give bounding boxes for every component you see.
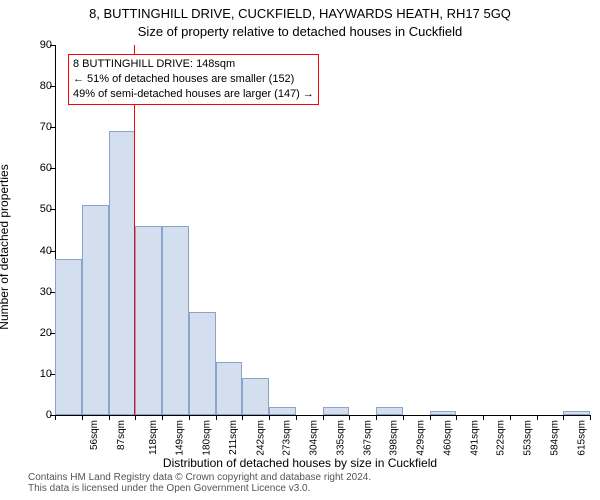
histogram-bar	[82, 205, 109, 415]
y-axis-label: Number of detached properties	[0, 164, 11, 329]
xtick-label: 584sqm	[549, 420, 560, 456]
xtick-label: 242sqm	[255, 420, 266, 456]
xtick-label: 367sqm	[362, 420, 373, 456]
histogram-bar	[376, 407, 403, 415]
histogram-bar	[162, 226, 189, 415]
xtick-mark	[189, 415, 190, 420]
xtick-mark	[430, 415, 431, 420]
ytick-mark	[50, 45, 55, 46]
xtick-label: 211sqm	[228, 420, 239, 455]
histogram-bar	[55, 259, 82, 415]
xtick-label: 429sqm	[416, 420, 427, 456]
xtick-label: 491sqm	[469, 420, 480, 456]
xtick-mark	[590, 415, 591, 420]
ytick-mark	[50, 168, 55, 169]
histogram-bar	[269, 407, 296, 415]
histogram-bar	[563, 411, 590, 415]
annotation-line: 8 BUTTINGHILL DRIVE: 148sqm	[73, 57, 314, 72]
ytick-label: 40	[22, 245, 52, 257]
xtick-mark	[563, 415, 564, 420]
xtick-label: 180sqm	[202, 420, 213, 456]
xtick-mark	[55, 415, 56, 420]
xtick-mark	[109, 415, 110, 420]
ytick-label: 60	[22, 162, 52, 174]
histogram-bar	[242, 378, 269, 415]
ytick-mark	[50, 251, 55, 252]
ytick-label: 10	[22, 368, 52, 380]
xtick-mark	[242, 415, 243, 420]
chart-container: 8, BUTTINGHILL DRIVE, CUCKFIELD, HAYWARD…	[0, 0, 600, 500]
xtick-mark	[269, 415, 270, 420]
xtick-mark	[537, 415, 538, 420]
histogram-bar	[430, 411, 457, 415]
xtick-mark	[82, 415, 83, 420]
xtick-label: 87sqm	[116, 420, 127, 450]
ytick-mark	[50, 86, 55, 87]
ytick-label: 20	[22, 327, 52, 339]
footer-line1: Contains HM Land Registry data © Crown c…	[28, 472, 371, 494]
xtick-label: 553sqm	[523, 420, 534, 456]
ytick-label: 80	[22, 80, 52, 92]
histogram-bar	[216, 362, 243, 415]
xtick-mark	[483, 415, 484, 420]
ytick-label: 50	[22, 203, 52, 215]
chart-title-line1: 8, BUTTINGHILL DRIVE, CUCKFIELD, HAYWARD…	[0, 6, 600, 21]
xtick-label: 615sqm	[576, 420, 587, 456]
annotation-line: ← 51% of detached houses are smaller (15…	[73, 72, 314, 87]
xtick-mark	[135, 415, 136, 420]
histogram-bar	[189, 312, 216, 415]
xtick-label: 460sqm	[442, 420, 453, 456]
ytick-label: 30	[22, 286, 52, 298]
xtick-mark	[296, 415, 297, 420]
xtick-label: 149sqm	[175, 420, 186, 456]
xtick-label: 273sqm	[282, 420, 293, 456]
annotation-line: 49% of semi-detached houses are larger (…	[73, 87, 314, 102]
x-axis-label: Distribution of detached houses by size …	[0, 456, 600, 470]
xtick-mark	[510, 415, 511, 420]
ytick-label: 0	[22, 409, 52, 421]
xtick-mark	[456, 415, 457, 420]
xtick-mark	[376, 415, 377, 420]
ytick-mark	[50, 209, 55, 210]
xtick-label: 304sqm	[309, 420, 320, 456]
ytick-label: 90	[22, 39, 52, 51]
ytick-mark	[50, 292, 55, 293]
xtick-label: 522sqm	[496, 420, 507, 456]
xtick-mark	[216, 415, 217, 420]
annotation-box-el: 8 BUTTINGHILL DRIVE: 148sqm← 51% of deta…	[68, 54, 319, 105]
xtick-label: 398sqm	[389, 420, 400, 456]
histogram-bar	[323, 407, 350, 415]
xtick-label: 335sqm	[335, 420, 346, 456]
xtick-mark	[403, 415, 404, 420]
chart-title-line2: Size of property relative to detached ho…	[0, 24, 600, 39]
histogram-bar	[135, 226, 162, 415]
xtick-mark	[323, 415, 324, 420]
footer-text: Contains HM Land Registry data © Crown c…	[28, 472, 371, 494]
xtick-mark	[162, 415, 163, 420]
ytick-mark	[50, 374, 55, 375]
xtick-mark	[349, 415, 350, 420]
ytick-mark	[50, 333, 55, 334]
ytick-mark	[50, 127, 55, 128]
xtick-label: 56sqm	[89, 420, 100, 450]
ytick-label: 70	[22, 121, 52, 133]
histogram-bar	[109, 131, 136, 415]
xtick-label: 118sqm	[147, 420, 158, 455]
